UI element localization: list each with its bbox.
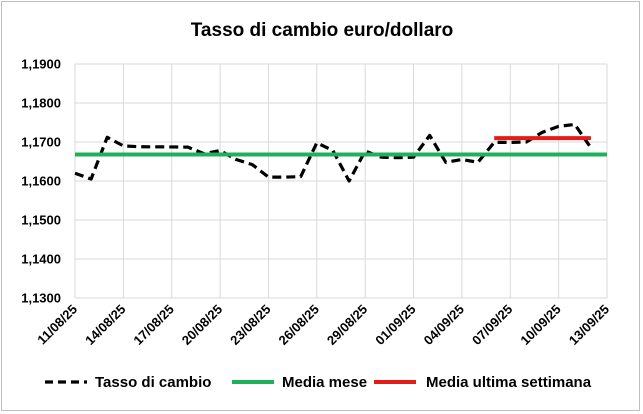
legend-label-1: Media mese bbox=[282, 374, 367, 391]
y-tick-label: 1,1600 bbox=[21, 174, 61, 189]
y-tick-label: 1,1900 bbox=[21, 57, 61, 72]
y-tick-label: 1,1700 bbox=[21, 135, 61, 150]
series-line-0 bbox=[74, 122, 593, 183]
x-tick-label: 04/09/25 bbox=[421, 302, 467, 348]
x-tick-label: 17/08/25 bbox=[130, 302, 176, 348]
x-tick-label: 26/08/25 bbox=[276, 302, 322, 348]
legend-label-2: Media ultima settimana bbox=[426, 374, 592, 391]
x-tick-label: 07/09/25 bbox=[469, 302, 515, 348]
x-tick-label: 23/08/25 bbox=[227, 302, 273, 348]
y-tick-label: 1,1500 bbox=[21, 213, 61, 228]
gridlines bbox=[74, 63, 608, 299]
y-tick-label: 1,1800 bbox=[21, 96, 61, 111]
x-tick-label: 01/09/25 bbox=[372, 302, 418, 348]
series-lines bbox=[74, 122, 607, 183]
legend: Tasso di cambio Media mese Media ultima se… bbox=[45, 374, 592, 391]
chart-title: Tasso di cambio euro/dollaro bbox=[191, 20, 454, 41]
x-tick-label: 10/09/25 bbox=[517, 302, 563, 348]
legend-label-0: Tasso di cambio bbox=[95, 374, 211, 391]
y-tick-label: 1,1400 bbox=[21, 252, 61, 267]
x-tick-label: 11/08/25 bbox=[34, 302, 80, 348]
x-tick-label: 13/09/25 bbox=[566, 302, 612, 348]
y-tick-label: 1,1300 bbox=[21, 291, 61, 306]
x-tick-label: 20/08/25 bbox=[179, 302, 225, 348]
x-tick-label: 29/08/25 bbox=[324, 302, 370, 348]
x-tick-label: 14/08/25 bbox=[82, 302, 128, 348]
